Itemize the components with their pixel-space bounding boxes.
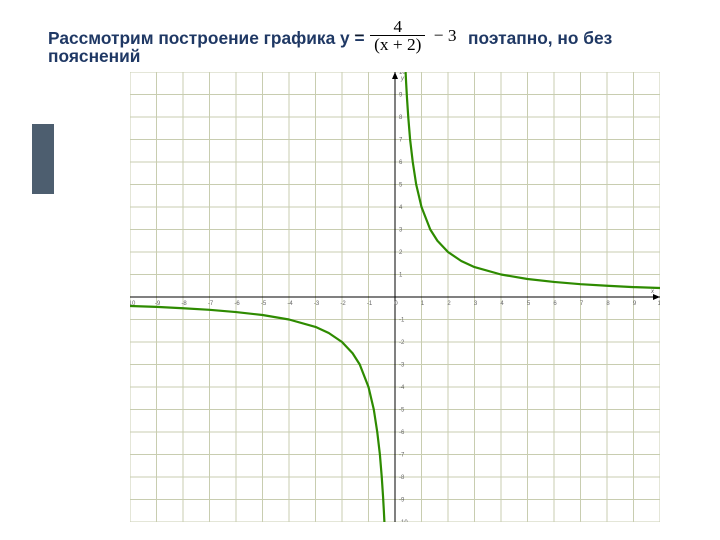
slide: Рассмотрим построение графика у = − 4 (x…: [0, 0, 720, 540]
svg-text:-4: -4: [399, 385, 405, 391]
svg-text:-4: -4: [287, 301, 293, 307]
formula: − 4 (x + 2) − 3: [354, 18, 457, 54]
svg-text:-1: -1: [367, 301, 373, 307]
svg-text:-5: -5: [399, 408, 405, 414]
formula-trailing: − 3: [434, 27, 457, 44]
formula-denominator: (x + 2): [370, 36, 425, 53]
svg-text:-9: -9: [399, 498, 405, 504]
svg-text:-2: -2: [340, 301, 346, 307]
svg-text:-2: -2: [399, 340, 405, 346]
svg-text:10: 10: [658, 301, 660, 307]
svg-text:-5: -5: [261, 301, 267, 307]
svg-text:-7: -7: [399, 453, 405, 459]
formula-numerator: 4: [370, 18, 425, 36]
svg-text:-6: -6: [234, 301, 240, 307]
svg-text:-7: -7: [208, 301, 214, 307]
svg-text:-8: -8: [399, 475, 405, 481]
title-line2: пояснений: [48, 46, 140, 67]
svg-text:-6: -6: [399, 430, 405, 436]
svg-text:-3: -3: [399, 363, 405, 369]
chart: -10-9-8-7-6-5-4-3-2-1012345678910-10-9-8…: [130, 72, 660, 522]
title-suffix: поэтапно, но без: [468, 28, 612, 49]
accent-bar: [32, 124, 54, 194]
svg-text:-8: -8: [181, 301, 187, 307]
formula-fraction: 4 (x + 2): [370, 18, 425, 54]
svg-text:-1: -1: [399, 318, 405, 324]
chart-svg: -10-9-8-7-6-5-4-3-2-1012345678910-10-9-8…: [130, 72, 660, 522]
formula-leading-minus: −: [354, 27, 364, 44]
svg-text:-10: -10: [399, 520, 408, 522]
svg-text:-3: -3: [314, 301, 320, 307]
